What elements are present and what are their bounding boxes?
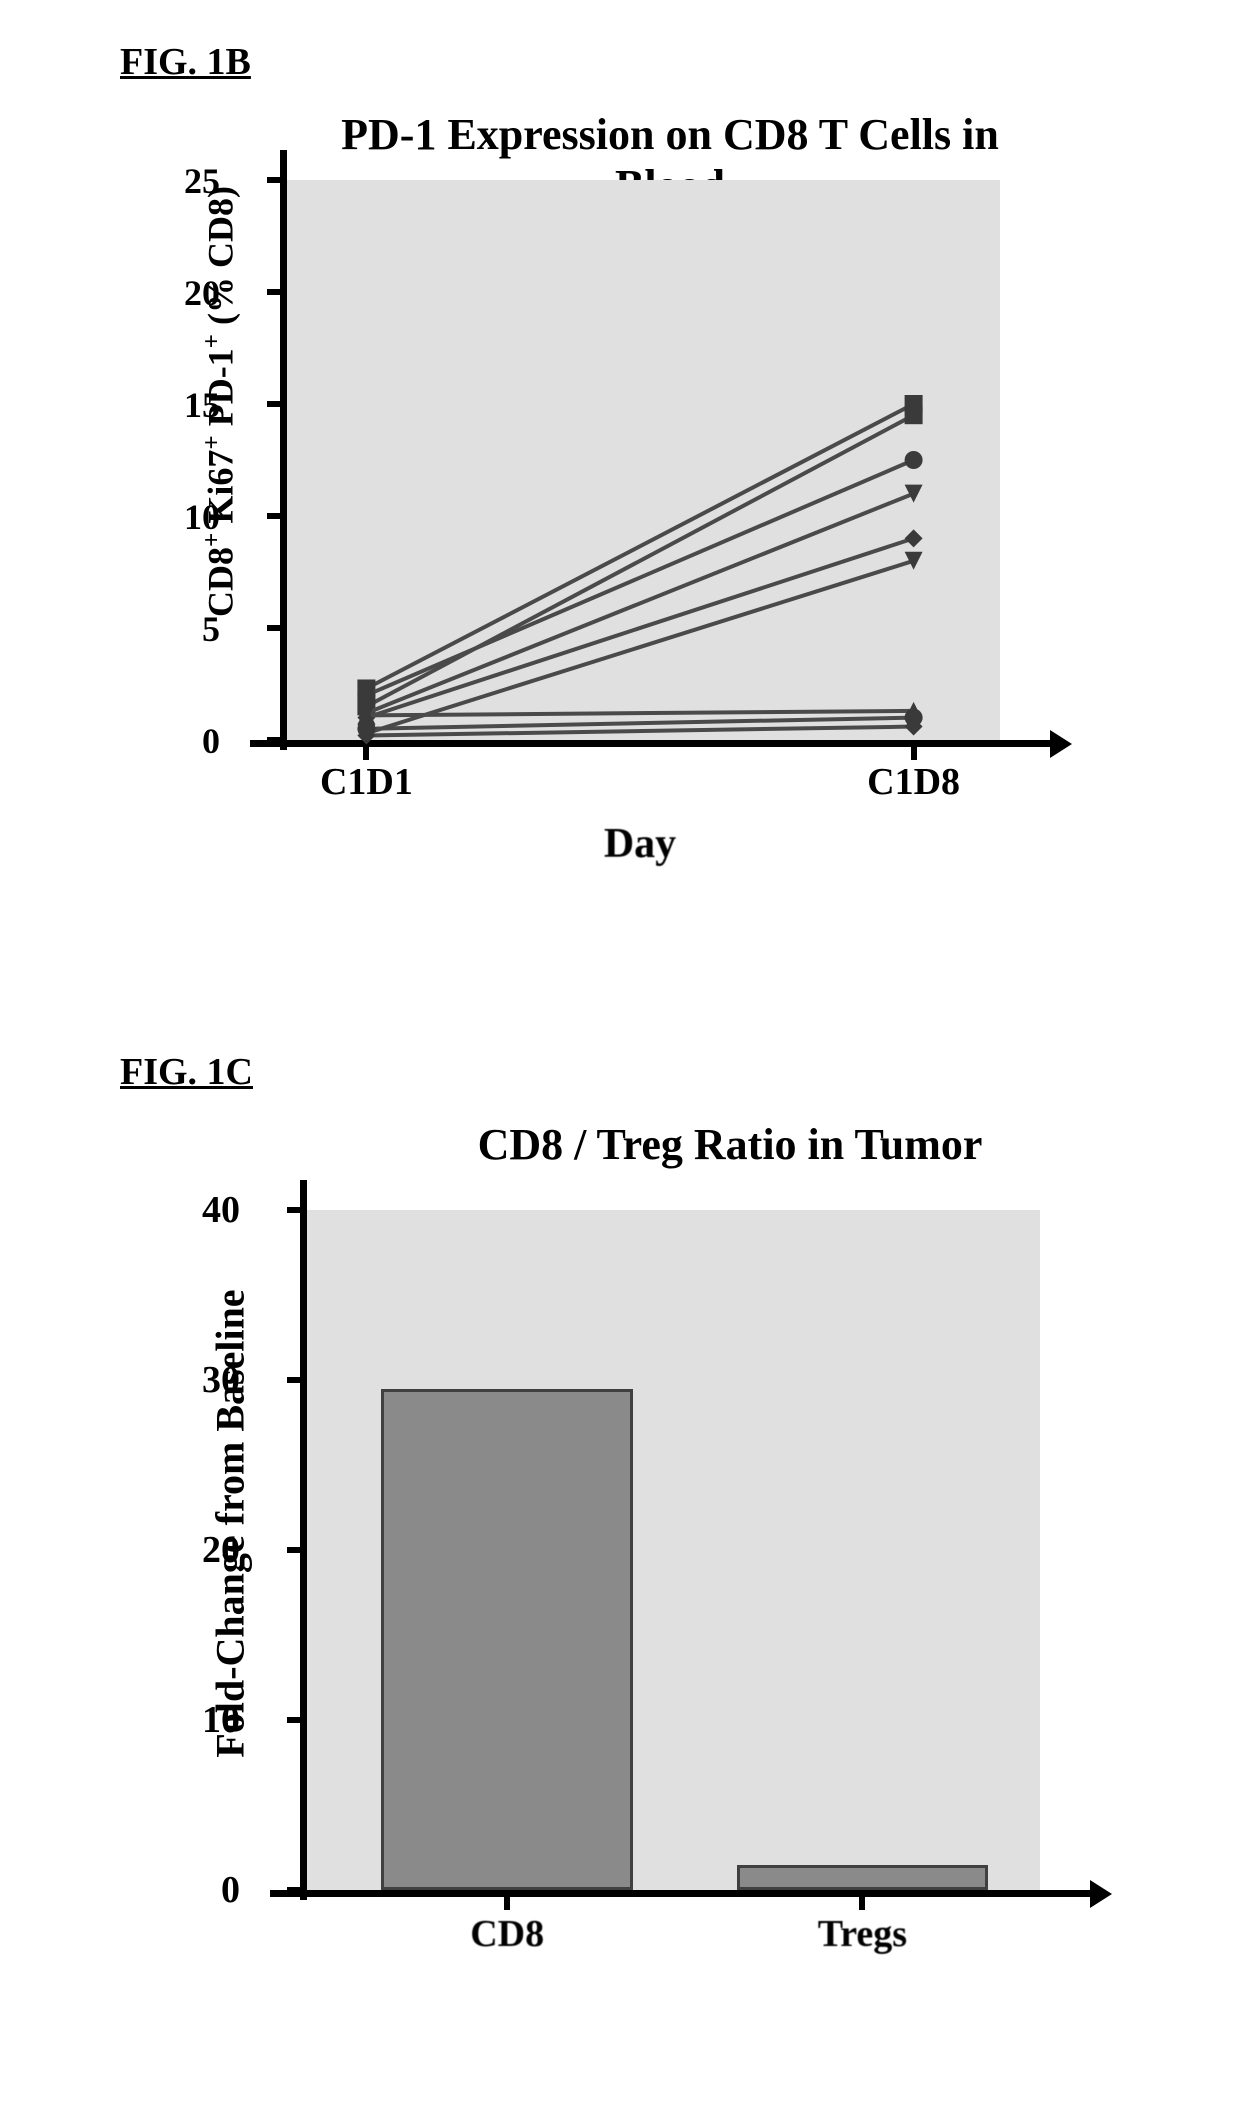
x-tick (363, 747, 369, 760)
page: FIG. 1B PD-1 Expression on CD8 T Cells i… (0, 0, 1240, 2109)
y-tick-label: 5 (130, 608, 220, 650)
y-tick (287, 1887, 300, 1893)
x-tick (859, 1897, 865, 1910)
x-tick-label: C1D1 (296, 760, 436, 804)
figure-1b-label: FIG. 1B (120, 40, 251, 84)
x-tick (911, 747, 917, 760)
y-tick-label: 25 (130, 160, 220, 202)
figure-1c-title: CD8 / Treg Ratio in Tumor (380, 1120, 1080, 1171)
figure-1c: FIG. 1C CD8 / Treg Ratio in Tumor Fold-C… (120, 1050, 1120, 2050)
y-tick (267, 737, 280, 743)
x-tick-label: C1D8 (844, 760, 984, 804)
y-tick (287, 1547, 300, 1553)
x-tick (504, 1897, 510, 1910)
y-tick-label: 10 (130, 496, 220, 538)
y-tick (267, 401, 280, 407)
y-tick-label: 40 (150, 1188, 240, 1232)
y-tick (267, 625, 280, 631)
y-tick-label: 15 (130, 384, 220, 426)
data-marker-icon (905, 529, 923, 547)
y-tick-label: 20 (150, 1528, 240, 1572)
y-tick-label: 20 (130, 272, 220, 314)
series-line (366, 711, 913, 715)
figure-1c-y-axis-title: Fold-Change from Baseline (207, 1184, 254, 1864)
y-tick (287, 1717, 300, 1723)
x-tick-label: CD8 (407, 1912, 607, 1956)
figure-1c-x-axis-arrow-icon (1090, 1880, 1112, 1908)
figure-1b-x-axis (250, 740, 1050, 747)
figure-1b-x-axis-arrow-icon (1050, 730, 1072, 758)
data-marker-icon (357, 686, 375, 704)
series-line (366, 538, 913, 717)
figure-1b-x-axis-title: Day (280, 820, 1000, 868)
series-line (366, 415, 913, 706)
y-tick-label: 10 (150, 1698, 240, 1742)
figure-1b-title-line1: PD-1 Expression on CD8 T Cells in (341, 110, 999, 159)
y-tick (267, 513, 280, 519)
data-marker-icon (905, 451, 923, 469)
figure-1b: FIG. 1B PD-1 Expression on CD8 T Cells i… (120, 40, 1120, 960)
bar (381, 1389, 633, 1891)
y-tick-label: 0 (130, 720, 220, 762)
figure-1b-lines-svg (280, 180, 1000, 740)
x-tick-label: Tregs (762, 1912, 962, 1956)
series-line (366, 460, 913, 695)
y-tick-label: 0 (150, 1868, 240, 1912)
bar (737, 1865, 989, 1891)
y-tick (287, 1377, 300, 1383)
y-tick (287, 1207, 300, 1213)
series-line (366, 494, 913, 714)
figure-1c-x-axis (270, 1890, 1090, 1897)
figure-1c-label: FIG. 1C (120, 1050, 253, 1094)
data-marker-icon (905, 406, 923, 424)
y-tick (267, 177, 280, 183)
data-marker-icon (905, 485, 923, 503)
y-tick-label: 30 (150, 1358, 240, 1402)
y-tick (267, 289, 280, 295)
figure-1c-y-axis (300, 1180, 307, 1900)
